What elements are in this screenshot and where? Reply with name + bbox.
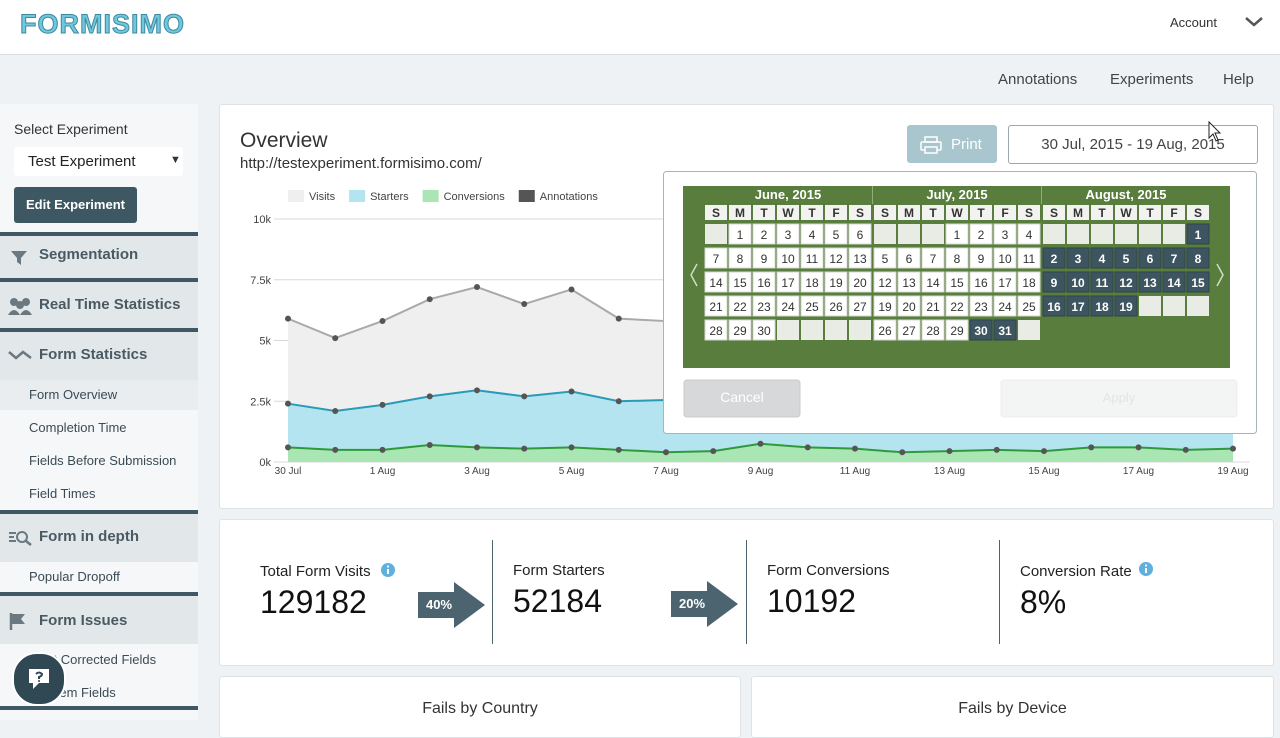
date-range-picker[interactable]: 30 Jul, 2015 - 19 Aug, 2015 [1008,125,1258,164]
nav-item[interactable]: Field Times [29,486,96,501]
stat-divider [999,540,1000,644]
nav-item[interactable]: Completion Time [29,420,127,435]
stat-value: 52184 [513,583,602,619]
stat-label: Form Starters [513,562,605,579]
section-header[interactable]: Segmentation [0,232,198,278]
arrow-label: 20% [678,596,706,611]
section-divider [0,706,198,710]
arrow-label: 40% [425,597,453,612]
nav-item[interactable]: Form Overview [29,387,118,402]
icon [8,350,32,360]
help-chat-button[interactable] [12,652,66,706]
info-icon[interactable] [1138,561,1154,577]
conversion-arrow [671,581,738,627]
overview-url[interactable]: http://testexperiment.formisimo.com/ [240,155,482,172]
account-chevron[interactable] [1244,16,1264,28]
info-icon[interactable] [380,562,396,578]
stat-value: 8% [1020,584,1067,620]
conversion-arrow [418,582,485,628]
select-caret: ▼ [170,154,181,166]
account-menu[interactable]: Account [1170,15,1217,30]
stat-label: Form Conversions [767,562,890,579]
top-bar [0,0,1280,55]
active-item-bg [0,380,198,410]
section-title: Form in depth [39,528,139,545]
nav-link[interactable]: Experiments [1110,71,1194,88]
section-title: Real Time Statistics [39,296,181,313]
stat-divider [492,540,493,644]
select-value: Test Experiment [28,153,136,170]
section-header[interactable]: Form Issues [0,592,198,644]
experiment-select[interactable]: Test Experiment ▼ [14,147,183,176]
print-label: Print [951,136,982,153]
icon [11,251,27,265]
overview-title: Overview [240,129,328,152]
nav-link[interactable]: Help [1223,71,1254,88]
chat-icon [29,669,49,689]
edit-button[interactable]: Edit Experiment [14,187,137,223]
section-title: Segmentation [39,246,139,263]
print-button[interactable]: Print [907,125,997,163]
panel-title: Fails by Device [958,700,1067,717]
stat-label: Conversion Rate [1020,563,1132,580]
section-title: Form Issues [39,612,128,629]
section-title: Form Statistics [39,346,148,363]
nav-link[interactable]: Annotations [998,71,1078,88]
panel-title: Fails by Country [422,700,538,717]
section-header[interactable]: Real Time Statistics [0,278,198,330]
section-header[interactable]: Form Statistics [0,328,198,380]
printer-icon [920,136,942,154]
nav-item[interactable]: Popular Dropoff [29,569,120,584]
stat-label: Total Form Visits [260,563,371,580]
stat-value: 10192 [767,583,856,619]
stat-divider [746,540,747,644]
icon [8,298,32,315]
logo[interactable]: FORMISIMO [20,9,185,40]
stat-value: 129182 [260,584,367,620]
icon [9,531,32,546]
nav-item[interactable]: Fields Before Submission [29,453,177,468]
section-header[interactable]: Form in depth [0,510,198,562]
icon [9,613,25,630]
select-label: Select Experiment [14,121,128,137]
